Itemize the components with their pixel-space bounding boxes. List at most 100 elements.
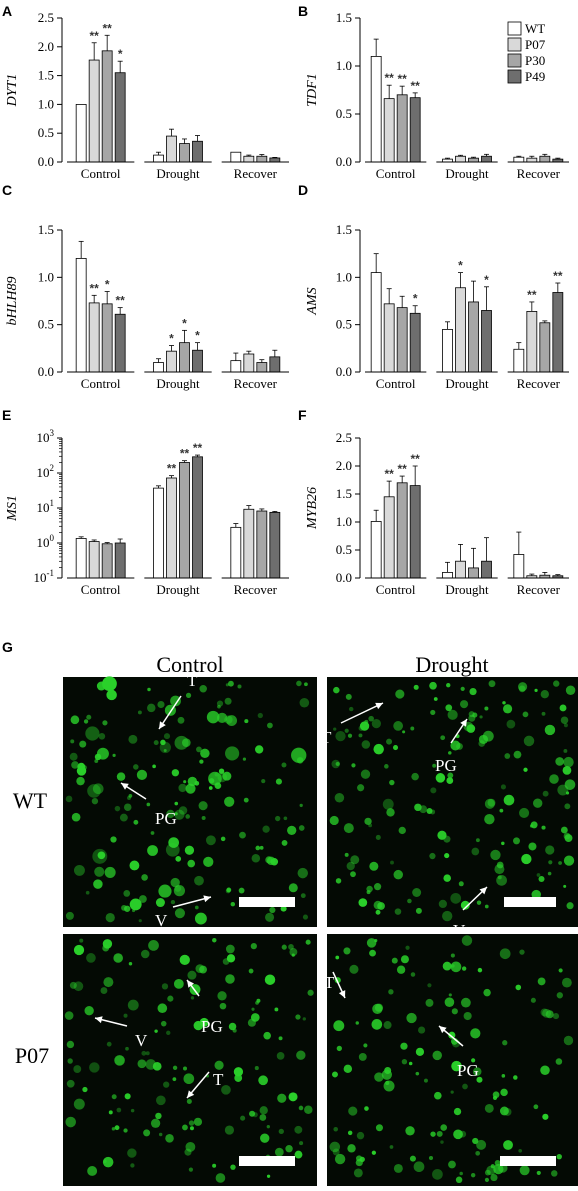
cell [267,722,273,729]
cell [250,943,257,950]
cell [375,834,381,840]
cell [300,893,306,899]
cell [523,767,528,772]
cell [469,687,477,696]
cell [69,981,77,989]
cell [94,759,99,764]
cell [137,710,142,715]
cell [225,944,235,954]
cell [111,1127,116,1131]
cell [183,780,187,784]
cell [73,944,85,956]
annotation-label: T [187,671,198,690]
cell [171,769,180,777]
cell [102,939,113,949]
cell [178,783,187,793]
bar [442,328,453,373]
cell [407,898,412,904]
cell [163,1081,170,1088]
cell [540,1065,550,1076]
y-tick-label: 1.5 [38,222,54,237]
cell [143,1129,151,1137]
cell [440,735,446,741]
cell [413,1161,425,1173]
cell [484,814,495,825]
cell [208,786,213,790]
cell [371,718,381,729]
cell [87,784,101,798]
cell [123,1013,128,1018]
cell [502,701,506,705]
cell [371,1150,377,1155]
cell [298,825,305,831]
bar [481,560,492,579]
cell [206,710,220,724]
legend-swatch [507,21,522,36]
y-tick-label: 0.0 [336,364,352,379]
cell [92,783,104,795]
cell [521,853,532,865]
cell [130,1163,135,1168]
bar [256,510,268,579]
cell [518,1148,523,1153]
cell [333,727,337,731]
cell [208,771,222,786]
category-label: Control [81,166,121,181]
cell [413,684,419,690]
cell [455,1176,463,1184]
cell [355,1021,359,1025]
cell [432,1168,443,1180]
significance-mark: ** [410,79,420,93]
arrow-head [187,1090,195,1098]
cell [451,964,455,968]
cell [266,1124,270,1129]
cell [364,817,372,825]
cell [84,1006,94,1016]
cell [289,948,298,956]
cell [225,974,235,984]
cell [260,1133,270,1143]
cell [536,1170,541,1175]
cell [386,808,395,817]
cell [212,1163,217,1168]
cell [400,1042,408,1050]
cell [334,792,345,803]
y-tick-label: 103 [37,428,55,445]
significance-mark: ** [193,441,203,455]
cell [471,1058,476,1063]
cell [214,782,222,790]
cell [549,774,559,784]
cell [500,1088,508,1097]
cell [299,697,310,708]
cell [237,684,242,689]
y-axis-label: MYB26 [305,487,320,530]
cell [174,801,179,806]
cell [383,1021,392,1030]
cell [477,967,483,973]
cell [451,1008,458,1015]
significance-mark: ** [553,269,563,283]
cell [487,798,496,807]
legend-swatch [507,53,522,68]
cell [542,1008,552,1018]
cell [540,690,549,699]
cell [129,898,142,911]
panel-label: B [298,3,308,19]
cell [446,683,451,688]
cell [257,712,263,719]
y-tick-label: 0.0 [336,154,352,169]
legend-swatch [507,69,522,84]
cell [133,819,139,825]
cell [278,1036,283,1041]
cell [484,1103,494,1113]
cell [502,1040,508,1046]
cell [470,1172,476,1178]
cell [479,715,483,719]
cell [219,1002,227,1010]
cell [166,1030,171,1036]
cell [343,823,354,834]
